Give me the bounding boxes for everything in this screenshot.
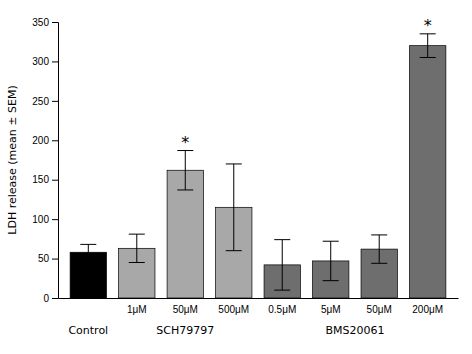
error-bar-cap	[129, 234, 145, 235]
y-tick-label: 150	[32, 174, 49, 185]
x-tick: 5μM	[321, 304, 341, 315]
y-tick-label: 0	[43, 293, 49, 304]
error-bar-cap	[80, 244, 96, 245]
error-bar	[129, 234, 145, 262]
error-bar-cap	[371, 263, 387, 264]
y-axis: 0 50 100 150 200 250 300 350	[32, 17, 58, 304]
error-bar	[80, 244, 96, 260]
plot: 0 50 100 150 200 250 300 350 1μM 50μM 500μM 0.5μM 5μ…	[6, 16, 459, 337]
error-bar	[420, 34, 436, 58]
x-tick: 500μM	[218, 304, 249, 315]
y-tick-label: 300	[32, 56, 49, 67]
error-bar-cap	[420, 57, 436, 58]
error-bar-cap	[323, 241, 339, 242]
group-label: Control	[68, 324, 108, 337]
error-bar-cap	[226, 163, 242, 164]
error-bar-line	[427, 34, 428, 58]
x-tick: 1μM	[127, 304, 147, 315]
x-tick-label: 50μM	[367, 304, 392, 315]
y-tick: 250	[32, 96, 58, 107]
y-tick-label: 100	[32, 214, 49, 225]
error-bar	[274, 240, 290, 290]
error-bar-line	[233, 164, 234, 251]
y-tick-label: 50	[38, 253, 50, 264]
annotation: *	[424, 16, 432, 35]
y-tick-label: 350	[32, 17, 49, 28]
y-tick-mark	[52, 219, 58, 220]
error-bar-cap	[274, 239, 290, 240]
error-bar	[177, 151, 193, 190]
x-tick-label: 500μM	[218, 304, 249, 315]
error-bar-line	[282, 240, 283, 290]
y-axis-title: LDH release (mean ± SEM)	[6, 85, 19, 234]
x-tick-label: 50μM	[173, 304, 198, 315]
x-tick-label: 1μM	[127, 304, 147, 315]
error-bar-cap	[226, 250, 242, 251]
bar	[410, 46, 446, 298]
error-bar	[323, 241, 339, 280]
y-tick-mark	[52, 140, 58, 141]
error-bar-cap	[274, 290, 290, 291]
x-axis-line	[59, 298, 459, 299]
error-bar-line	[330, 241, 331, 280]
y-tick-mark	[52, 61, 58, 62]
y-tick: 200	[32, 135, 58, 146]
error-bar	[371, 235, 387, 263]
error-bar-cap	[323, 280, 339, 281]
y-tick-mark	[52, 259, 58, 260]
y-tick: 350	[32, 17, 58, 28]
y-tick: 50	[38, 253, 58, 264]
x-axis: 1μM 50μM 500μM 0.5μM 5μM 50μM 200μM	[59, 299, 459, 316]
error-bar	[226, 164, 242, 251]
y-tick-mark	[52, 22, 58, 23]
x-tick: 200μM	[412, 304, 443, 315]
x-tick-label: 0.5μM	[268, 304, 296, 315]
error-bar-cap	[80, 260, 96, 261]
y-tick-mark	[52, 180, 58, 181]
x-tick: 50μM	[173, 304, 198, 315]
y-tick: 150	[32, 174, 58, 185]
group-label: SCH79797	[156, 324, 214, 337]
x-tick: 50μM	[367, 304, 392, 315]
y-axis-line	[52, 23, 59, 299]
y-tick: 300	[32, 56, 58, 67]
y-tick-label: 250	[32, 96, 49, 107]
x-tick-label: 200μM	[412, 304, 443, 315]
error-bar-line	[185, 151, 186, 190]
annotation: *	[181, 133, 189, 152]
error-bar-cap	[371, 234, 387, 235]
marks	[70, 34, 446, 298]
chart: 0 50 100 150 200 250 300 350 1μM 50μM 500μM 0.5μM 5μ…	[0, 0, 472, 354]
error-bar-cap	[177, 189, 193, 190]
group-label: BMS20061	[325, 324, 384, 337]
x-tick: 0.5μM	[268, 304, 296, 315]
y-tick-mark	[52, 298, 58, 299]
error-bar-cap	[129, 262, 145, 263]
error-bar-line	[136, 234, 137, 262]
y-tick: 0	[43, 293, 58, 304]
y-tick-label: 200	[32, 135, 49, 146]
x-tick-label: 5μM	[321, 304, 341, 315]
error-bar-line	[379, 235, 380, 263]
y-tick: 100	[32, 214, 58, 225]
error-bar-line	[88, 244, 89, 260]
y-tick-mark	[52, 101, 58, 102]
